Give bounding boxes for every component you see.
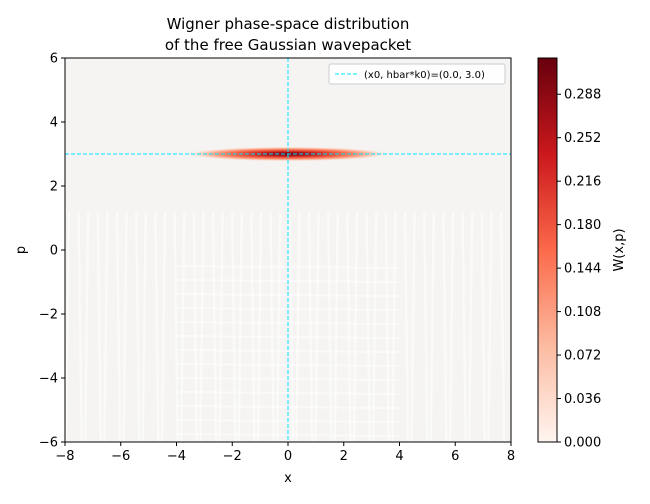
- x-tick-label: −2: [223, 449, 242, 464]
- colorbar-tick-label: 0.180: [564, 218, 601, 233]
- y-tick-label: −2: [39, 308, 58, 323]
- colorbar-tick-label: 0.036: [564, 392, 601, 407]
- x-tick-label: 4: [395, 449, 403, 464]
- x-tick-label: 2: [340, 449, 348, 464]
- x-tick-label: −8: [55, 449, 74, 464]
- colorbar-tick-label: 0.000: [564, 436, 601, 451]
- colorbar-tick-label: 0.216: [564, 175, 601, 190]
- x-axis-label: x: [284, 471, 292, 486]
- y-tick-label: 4: [50, 116, 58, 131]
- colorbar-gradient: [537, 57, 558, 443]
- y-tick-label: −4: [39, 372, 58, 387]
- legend: (x0, hbar*k0)=(0.0, 3.0): [328, 63, 506, 85]
- x-tick-label: 6: [451, 449, 459, 464]
- legend-box: [328, 63, 506, 85]
- x-tick-label: 0: [284, 449, 292, 464]
- legend-label: (x0, hbar*k0)=(0.0, 3.0): [364, 70, 485, 81]
- y-tick-label: −6: [39, 436, 58, 451]
- y-tick-label: 6: [50, 52, 58, 67]
- x-tick-label: −4: [167, 449, 186, 464]
- colorbar-tick-label: 0.108: [564, 305, 601, 320]
- chart-title-line-1: Wigner phase-space distribution: [167, 15, 410, 33]
- y-tick-label: 0: [50, 244, 58, 259]
- x-tick-label: −6: [111, 449, 130, 464]
- interference-texture: [65, 211, 506, 442]
- x-tick-label: 8: [507, 449, 515, 464]
- colorbar: 0.000 0.036 0.072 0.108 0.144 0.180 0.216 0.252…: [537, 57, 601, 451]
- chart-title-line-2: of the free Gaussian wavepacket: [165, 36, 411, 54]
- y-axis-label: p: [14, 246, 29, 254]
- y-tick-label: 2: [50, 180, 58, 195]
- colorbar-tick-label: 0.288: [564, 88, 601, 103]
- colorbar-tick-label: 0.252: [564, 131, 601, 146]
- colorbar-tick-label: 0.072: [564, 349, 601, 364]
- colorbar-tick-label: 0.144: [564, 262, 601, 277]
- colorbar-label: W(x,p): [612, 228, 627, 271]
